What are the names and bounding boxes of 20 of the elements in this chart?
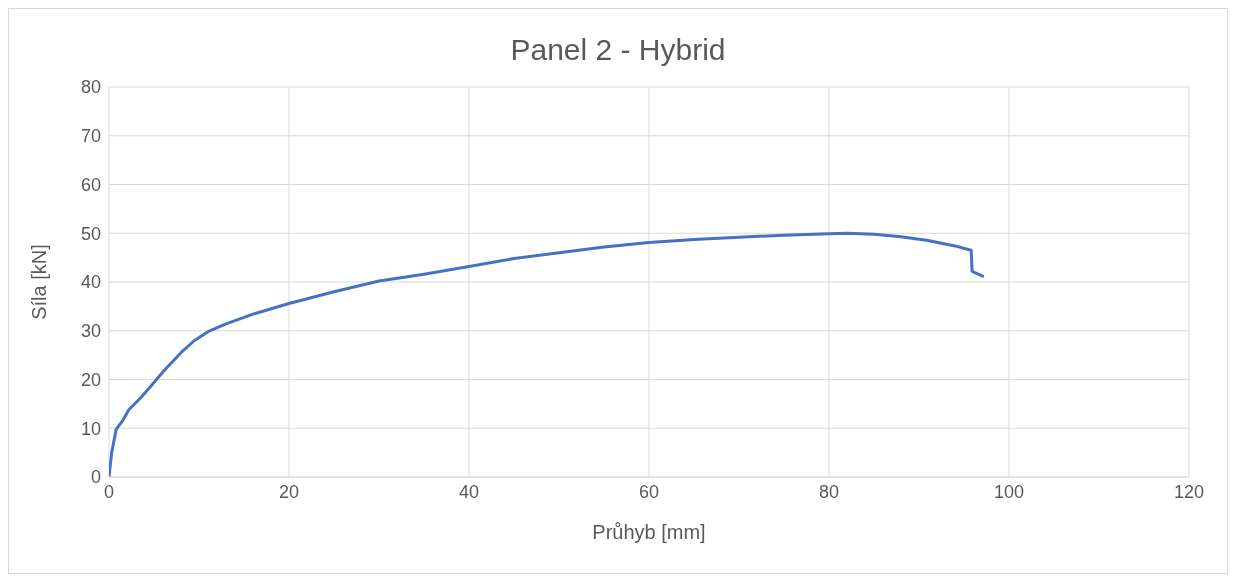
x-tick-label: 40 — [458, 481, 480, 502]
y-tick-label: 0 — [90, 467, 101, 488]
x-tick-label: 80 — [818, 481, 840, 502]
y-axis-title: Síla [kN] — [28, 244, 51, 320]
y-tick-label: 60 — [80, 174, 101, 195]
y-tick-label: 80 — [80, 77, 101, 98]
y-tick-label: 20 — [80, 369, 101, 390]
x-axis-title: Průhyb [mm] — [592, 521, 706, 543]
y-tick-label: 10 — [80, 418, 101, 439]
x-tick-label: 100 — [993, 481, 1025, 502]
x-tick-label: 20 — [278, 481, 300, 502]
x-tick-label: 60 — [638, 481, 660, 502]
x-tick-label: 120 — [1173, 481, 1205, 502]
x-tick-label: 0 — [103, 481, 115, 502]
y-tick-label: 50 — [80, 223, 101, 244]
line-series — [109, 231, 986, 477]
chart-title: Panel 2 - Hybrid — [509, 33, 727, 67]
y-tick-label: 30 — [80, 321, 101, 342]
y-tick-label: 70 — [80, 126, 101, 147]
y-tick-label: 40 — [80, 272, 101, 293]
